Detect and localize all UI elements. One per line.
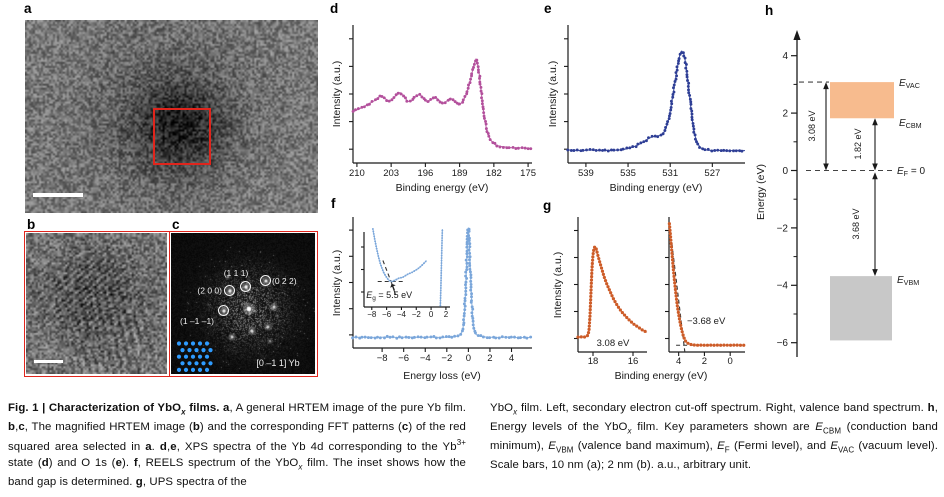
svg-text:[0 –1 1] Yb: [0 –1 1] Yb bbox=[256, 358, 299, 368]
panel-label-d: d bbox=[330, 1, 338, 16]
conduction-band-box bbox=[830, 82, 894, 118]
selected-area-marker bbox=[153, 108, 211, 165]
svg-text:−2: −2 bbox=[441, 353, 452, 364]
svg-text:EF = 0: EF = 0 bbox=[897, 166, 925, 178]
svg-text:3.68 eV: 3.68 eV bbox=[851, 208, 861, 239]
svg-text:0: 0 bbox=[782, 166, 788, 177]
g-right-vbm-annotation: −3.68 eV bbox=[687, 316, 726, 327]
svg-text:ECBM: ECBM bbox=[899, 118, 922, 130]
svg-text:EVBM: EVBM bbox=[897, 275, 919, 287]
svg-text:3.08 eV: 3.08 eV bbox=[807, 110, 817, 141]
svg-text:Energy (eV): Energy (eV) bbox=[755, 164, 767, 220]
reflection-circle bbox=[241, 282, 251, 292]
svg-text:−4: −4 bbox=[777, 281, 789, 292]
panel-e-plot: 539 535 531 527Binding energy (eV) Intensity… bbox=[547, 25, 745, 194]
panel-d-plot: 210 203 196 189 182 175 Binding energy (eV) Int… bbox=[331, 25, 536, 194]
panel-label-e: e bbox=[544, 1, 552, 16]
g-left-cutoff-annotation: 3.08 eV bbox=[597, 338, 630, 349]
svg-text:−4: −4 bbox=[397, 310, 407, 319]
svg-text:2: 2 bbox=[702, 356, 707, 367]
svg-text:196: 196 bbox=[417, 168, 433, 179]
svg-text:0: 0 bbox=[728, 356, 733, 367]
svg-text:Binding energy (eV): Binding energy (eV) bbox=[396, 182, 489, 194]
figure-caption-right: YbOx film. Left, secondary electron cut-… bbox=[490, 401, 938, 473]
svg-text:(2 0 0): (2 0 0) bbox=[197, 286, 222, 296]
svg-text:3.08 eV: 3.08 eV bbox=[597, 338, 630, 349]
svg-text:−4: −4 bbox=[420, 353, 431, 364]
panel-f_inset-plot: −8 −6 −4 −2 0 2 bbox=[361, 228, 450, 319]
svg-text:Intensity (a.u.): Intensity (a.u.) bbox=[331, 250, 343, 317]
svg-text:−8: −8 bbox=[367, 310, 377, 319]
svg-text:−6: −6 bbox=[398, 353, 409, 364]
scalebar-b bbox=[34, 360, 63, 363]
svg-text:535: 535 bbox=[620, 168, 636, 179]
svg-text:Binding energy (eV): Binding energy (eV) bbox=[610, 182, 703, 194]
svg-text:(1 1 1): (1 1 1) bbox=[224, 268, 249, 278]
svg-text:Intensity (a.u.): Intensity (a.u.) bbox=[552, 252, 564, 319]
svg-text:0: 0 bbox=[466, 353, 471, 364]
svg-text:531: 531 bbox=[662, 168, 678, 179]
svg-text:−6: −6 bbox=[382, 310, 392, 319]
svg-text:Intensity (a.u.): Intensity (a.u.) bbox=[331, 61, 343, 128]
svg-text:4: 4 bbox=[509, 353, 514, 364]
reflection-circle bbox=[219, 306, 229, 316]
panel-label-a: a bbox=[24, 1, 32, 16]
svg-text:EVAC: EVAC bbox=[899, 78, 920, 90]
svg-text:Binding energy (eV): Binding energy (eV) bbox=[615, 370, 708, 382]
scalebar-a bbox=[33, 193, 83, 197]
svg-text:210: 210 bbox=[349, 168, 365, 179]
panel-label-b: b bbox=[27, 217, 35, 232]
svg-text:−2: −2 bbox=[412, 310, 422, 319]
svg-text:539: 539 bbox=[578, 168, 594, 179]
panel-label-h: h bbox=[765, 3, 773, 18]
svg-text:0: 0 bbox=[429, 310, 434, 319]
reflection-circle bbox=[261, 276, 271, 286]
zone-axis-label: [0 –1 1] Yb bbox=[256, 358, 299, 368]
svg-text:(1 –1 –1): (1 –1 –1) bbox=[180, 316, 214, 326]
panel-h-energy-diagram: 4 2 0 −2 −4 −6 Energy (eV) 3.08 eV 1.82 eV 3.68 e… bbox=[755, 30, 925, 357]
svg-text:−3.68 eV: −3.68 eV bbox=[687, 316, 726, 327]
panel-label-g: g bbox=[543, 198, 551, 213]
panel-g_right-plot: 4 2 0 bbox=[665, 217, 745, 367]
panel-label-c: c bbox=[172, 217, 180, 232]
svg-text:203: 203 bbox=[383, 168, 399, 179]
svg-text:2: 2 bbox=[487, 353, 492, 364]
svg-text:4: 4 bbox=[782, 51, 788, 62]
svg-text:−8: −8 bbox=[377, 353, 388, 364]
svg-text:16: 16 bbox=[628, 356, 639, 367]
svg-text:4: 4 bbox=[676, 356, 681, 367]
fft-annotations: (1 1 1) (0 2 2) (2 0 0) (1 –1 –1) bbox=[180, 268, 297, 326]
svg-text:2: 2 bbox=[444, 310, 449, 319]
svg-text:1.82 eV: 1.82 eV bbox=[853, 128, 863, 159]
reflection-circle bbox=[225, 286, 235, 296]
svg-text:(0 2 2): (0 2 2) bbox=[272, 276, 297, 286]
svg-text:Intensity (a.u.): Intensity (a.u.) bbox=[547, 61, 559, 128]
svg-text:−6: −6 bbox=[777, 338, 789, 349]
svg-text:2: 2 bbox=[782, 109, 788, 120]
panel-g-xlabel: Binding energy (eV) bbox=[615, 370, 708, 382]
svg-text:Energy loss (eV): Energy loss (eV) bbox=[403, 370, 481, 382]
crystal-model-lattice bbox=[177, 341, 213, 372]
svg-text:527: 527 bbox=[704, 168, 720, 179]
svg-text:189: 189 bbox=[452, 168, 468, 179]
svg-text:175: 175 bbox=[520, 168, 536, 179]
svg-text:182: 182 bbox=[486, 168, 502, 179]
valence-band-box bbox=[830, 276, 892, 340]
svg-text:−2: −2 bbox=[777, 223, 789, 234]
svg-text:18: 18 bbox=[588, 356, 599, 367]
panel-label-f: f bbox=[331, 196, 336, 211]
figure-caption-left: Fig. 1 | Characterization of YbOx films.… bbox=[8, 401, 466, 490]
